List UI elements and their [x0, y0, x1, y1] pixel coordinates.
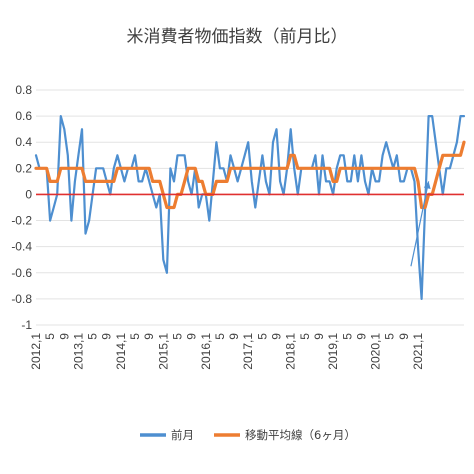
x-tick-label: 9: [57, 333, 71, 340]
x-tick-label: 9: [142, 333, 156, 340]
legend-label-moving-average: 移動平均線（6ヶ月）: [245, 428, 356, 442]
x-tick-label: 9: [354, 333, 368, 340]
x-tick-label: 2014,1: [114, 333, 128, 370]
x-tick-label: 2015,1: [156, 333, 170, 370]
x-tick-label: 2017,1: [241, 333, 255, 370]
series-lines: [34, 114, 466, 300]
x-tick-label: 9: [397, 333, 411, 340]
legend: 前月 移動平均線（6ヶ月）: [140, 428, 356, 442]
series-line-moving-average: [34, 140, 466, 210]
x-tick-label: 9: [100, 333, 114, 340]
x-tick-label: 9: [312, 333, 326, 340]
y-tick-label: 0: [25, 187, 32, 201]
y-tick-label: -0.4: [11, 240, 32, 254]
annotation-arrow-head: [423, 181, 431, 189]
x-tick-label: 2016,1: [199, 333, 213, 370]
x-tick-label: 9: [270, 333, 284, 340]
x-tick-label: 5: [340, 333, 354, 340]
y-axis: 0.8 0.6 0.4 0.2 0 -0.2 -0.4 -0.6 -0.8 -1: [11, 83, 32, 332]
y-tick-label: -0.6: [11, 266, 32, 280]
x-tick-label: 2020,1: [369, 333, 383, 370]
x-tick-label: 5: [255, 333, 269, 340]
y-tick-label: 0.8: [15, 83, 32, 97]
chart-title: 米消費者物価指数（前月比）: [127, 27, 348, 47]
x-tick-label: 5: [43, 333, 57, 340]
y-tick-label: -0.8: [11, 292, 32, 306]
x-tick-label: 2012,1: [29, 333, 43, 370]
x-tick-label: 2013,1: [71, 333, 85, 370]
x-tick-label: 2018,1: [284, 333, 298, 370]
x-tick-label: 2021,1: [411, 333, 425, 370]
x-tick-label: 5: [213, 333, 227, 340]
trend-arrow: [410, 181, 431, 267]
annotation-arrow-shaft: [410, 181, 430, 267]
x-axis: 2012,1 5 9 2013,1 5 9 2014,1 5 9 2015,1 5 9 2016,1 5 9…: [29, 333, 425, 370]
x-tick-label: 5: [383, 333, 397, 340]
x-tick-label: 5: [170, 333, 184, 340]
x-tick-label: 5: [128, 333, 142, 340]
legend-label-monthly: 前月: [171, 428, 194, 442]
y-tick-label: -0.2: [11, 214, 32, 228]
series-line-monthly: [34, 114, 466, 300]
x-tick-label: 2019,1: [326, 333, 340, 370]
x-tick-label: 9: [185, 333, 199, 340]
plot-area: [36, 89, 464, 326]
y-tick-label: 0.2: [15, 161, 32, 175]
x-tick-label: 5: [298, 333, 312, 340]
x-tick-label: 9: [227, 333, 241, 340]
x-tick-label: 5: [86, 333, 100, 340]
y-tick-label: 0.4: [15, 135, 32, 149]
y-tick-label: -1: [21, 318, 32, 332]
y-tick-label: 0.6: [15, 109, 32, 123]
